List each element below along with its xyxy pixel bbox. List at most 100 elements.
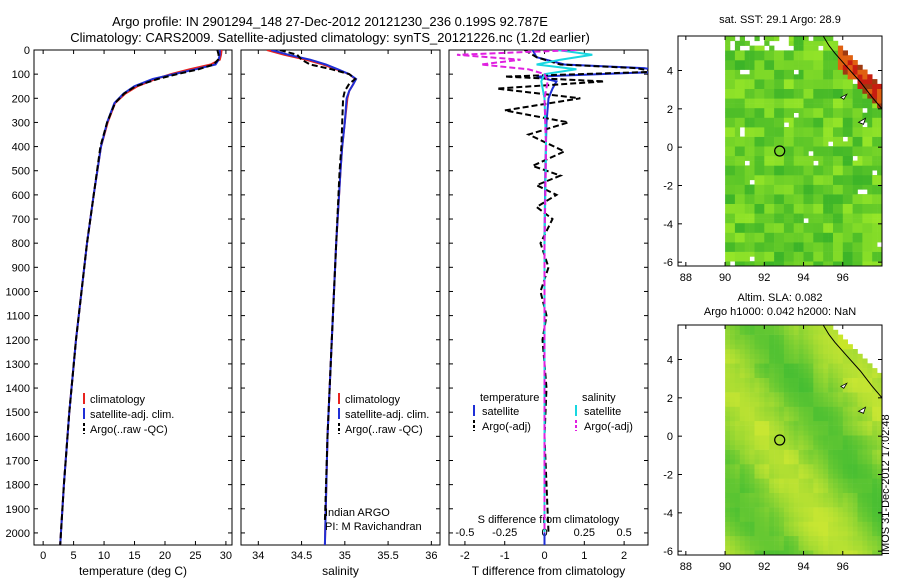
map-cell xyxy=(828,550,834,556)
map-cell xyxy=(779,88,785,94)
map-cell xyxy=(793,50,799,56)
map-cell xyxy=(764,136,770,142)
map-cell xyxy=(837,232,844,238)
map-cell xyxy=(872,425,878,431)
map-cell xyxy=(823,392,829,398)
map-cell xyxy=(774,232,780,238)
map-cell xyxy=(837,516,844,522)
map-cell xyxy=(725,98,731,104)
map-cell xyxy=(813,449,819,455)
map-cell xyxy=(852,401,858,407)
map-cell xyxy=(788,334,794,340)
map-cell xyxy=(842,83,848,89)
map-cell xyxy=(793,478,799,484)
map-y-tick-label: -6 xyxy=(663,257,673,269)
map-cell xyxy=(828,425,834,431)
map-cell xyxy=(764,107,770,113)
map-cell xyxy=(837,540,844,546)
map-cell xyxy=(793,473,799,479)
map-cell xyxy=(730,165,736,171)
map-cell xyxy=(813,184,819,190)
map-cell xyxy=(759,146,765,152)
map-cell xyxy=(739,107,745,113)
map-cell xyxy=(813,79,819,85)
map-cell xyxy=(862,242,868,248)
map-cell xyxy=(808,79,814,85)
map-cell xyxy=(759,349,765,355)
map-cell xyxy=(842,103,848,109)
map-cell xyxy=(803,40,809,46)
map-cell xyxy=(813,151,819,157)
map-cell xyxy=(828,203,834,209)
map-cell xyxy=(793,74,799,80)
map-cell xyxy=(734,55,741,61)
map-cell xyxy=(837,535,844,541)
map-cell xyxy=(813,194,819,200)
map-cell xyxy=(833,103,839,109)
map-cell xyxy=(877,107,883,113)
map-cell xyxy=(867,406,873,412)
map-cell xyxy=(734,363,741,369)
map-cell xyxy=(857,545,863,551)
map-cell xyxy=(808,103,814,109)
map-cell xyxy=(754,45,760,51)
map-cell xyxy=(847,454,853,460)
map-cell xyxy=(774,507,780,513)
map-cell xyxy=(779,127,785,133)
map-cell xyxy=(754,478,760,484)
map-cell xyxy=(833,502,839,508)
map-cell xyxy=(744,151,750,157)
map-cell xyxy=(744,526,750,532)
map-cell xyxy=(808,146,814,152)
map-cell xyxy=(749,208,755,214)
difference-panel-frame xyxy=(448,49,649,546)
map-cell xyxy=(867,227,873,233)
map-cell xyxy=(764,184,770,190)
map-cell xyxy=(852,194,858,200)
map-cell xyxy=(818,344,824,350)
map-cell xyxy=(754,425,760,431)
map-cell xyxy=(774,531,780,537)
map-cell xyxy=(852,368,858,374)
map-cell xyxy=(818,179,824,185)
map-cell xyxy=(818,88,824,94)
map-cell xyxy=(842,430,848,436)
map-cell xyxy=(847,511,853,517)
depth-tick-label: 1100 xyxy=(6,311,30,323)
map-cell xyxy=(842,526,848,532)
map-cell xyxy=(779,122,785,128)
map-cell xyxy=(779,242,785,248)
map-cell xyxy=(734,540,741,546)
map-cell xyxy=(842,55,848,61)
map-cell xyxy=(833,122,839,128)
map-cell xyxy=(783,60,790,66)
map-cell xyxy=(734,531,741,537)
depth-tick-label: 800 xyxy=(12,238,30,250)
map-cell xyxy=(833,198,839,204)
map-cell xyxy=(833,440,839,446)
map-cell xyxy=(793,325,799,331)
map-cell xyxy=(818,454,824,460)
map-cell xyxy=(793,184,799,190)
map-cell xyxy=(774,246,780,252)
map-cell xyxy=(823,545,829,551)
map-cell xyxy=(872,251,878,257)
map-cell xyxy=(764,189,770,195)
map-cell xyxy=(837,382,844,388)
map-cell xyxy=(774,420,780,426)
map-cell xyxy=(872,392,878,398)
map-cell xyxy=(828,74,834,80)
map-cell xyxy=(783,261,790,267)
map-cell xyxy=(808,363,814,369)
map-cell xyxy=(774,179,780,185)
map-cell xyxy=(734,464,741,470)
map-cell xyxy=(739,521,745,527)
map-cell xyxy=(769,83,775,89)
map-cell xyxy=(833,237,839,243)
map-cell xyxy=(759,203,765,209)
map-cell xyxy=(783,251,790,257)
map-cell xyxy=(813,358,819,364)
map-cell xyxy=(813,497,819,503)
map-y-tick-label: -2 xyxy=(663,181,673,193)
map-cell xyxy=(798,50,804,56)
